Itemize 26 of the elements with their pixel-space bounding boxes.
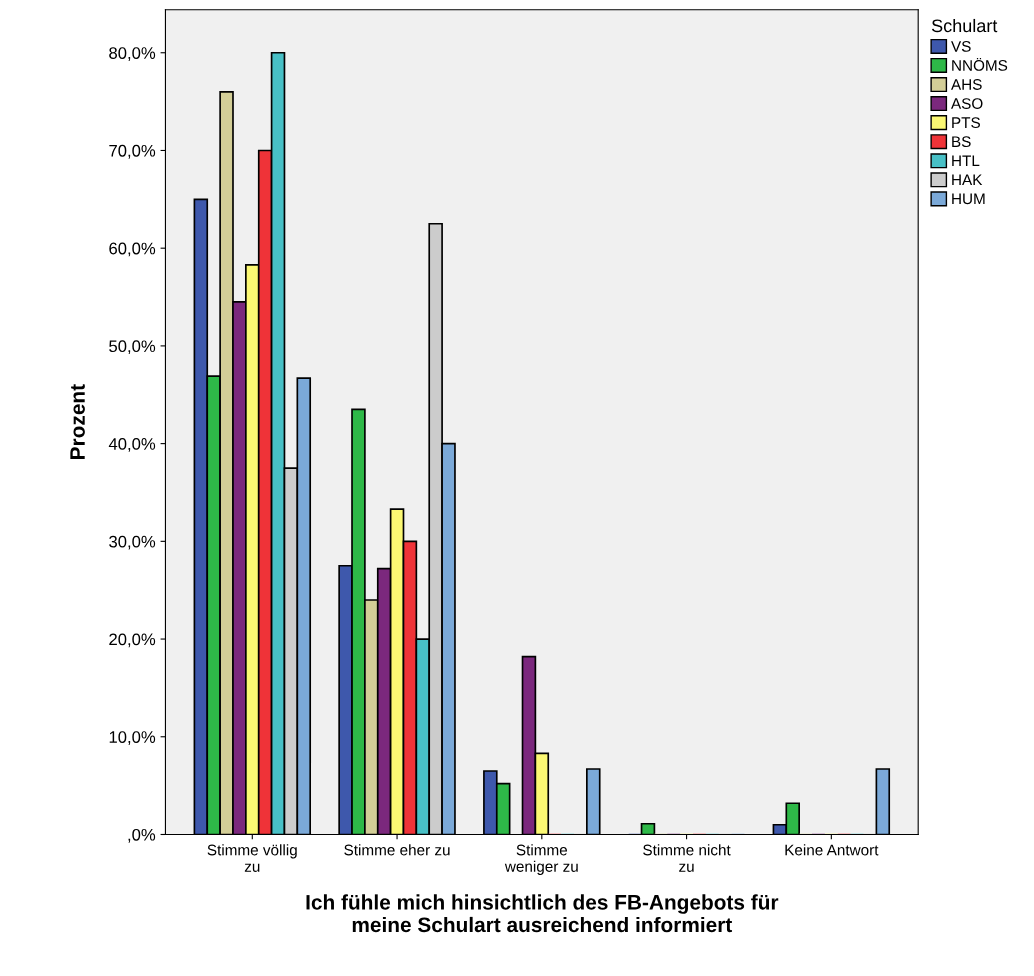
legend-label: AHS: [951, 79, 982, 90]
legend-label: BS: [952, 136, 971, 148]
legend-title: Schulart: [931, 18, 998, 33]
y-axis-title: Prozent: [70, 384, 85, 459]
legend-label: HUM: [952, 193, 985, 205]
legend-label: NNÖMS: [952, 57, 1008, 71]
x-axis-title: Ich fühle mich hinsichtlich des FB-Angebots für meine Schulart ausreichend informiert: [306, 894, 779, 933]
y-tick-label: 60,0%: [109, 242, 156, 257]
y-tick-label: 10,0%: [109, 731, 156, 745]
y-tick-label: 70,0%: [109, 144, 156, 159]
legend-label: ASO: [951, 98, 983, 109]
x-tick-label: Stimme nicht zu: [643, 844, 731, 872]
y-tick-label: 80,0%: [109, 47, 156, 61]
y-tick-label: ,0%: [128, 828, 156, 843]
y-tick-label: 20,0%: [109, 633, 156, 648]
y-tick-label: 40,0%: [108, 438, 156, 452]
y-tick-label: 30,0%: [109, 535, 156, 550]
x-tick-label: Keine Antwort: [785, 844, 879, 856]
x-tick-label: Stimme völlig zu: [207, 844, 297, 872]
legend-label: HTL: [952, 155, 980, 166]
x-tick-label: Stimme weniger zu: [504, 844, 578, 875]
legend-label: PTS: [952, 117, 980, 129]
y-tick-label: 50,0%: [109, 340, 156, 355]
legend-label: VS: [951, 40, 971, 52]
x-tick-label: Stimme eher zu: [344, 844, 450, 856]
legend-label: HAK: [952, 174, 983, 186]
